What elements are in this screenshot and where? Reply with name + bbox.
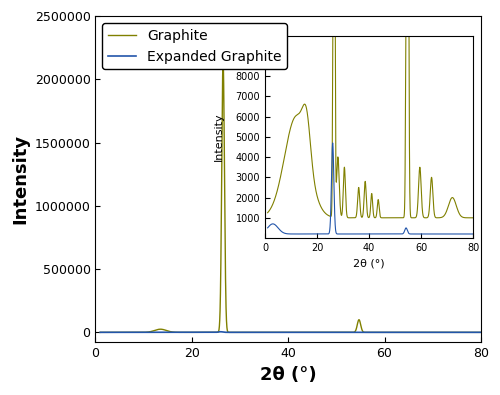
X-axis label: 2θ (°): 2θ (°): [260, 366, 316, 384]
Y-axis label: Intensity: Intensity: [11, 134, 29, 224]
Expanded Graphite: [380, 330, 386, 335]
Expanded Graphite: [235, 330, 241, 335]
Graphite: [380, 330, 386, 335]
Expanded Graphite: [97, 330, 103, 335]
Graphite: [235, 330, 241, 335]
Graphite: [421, 330, 427, 335]
Graphite: [400, 330, 406, 335]
Legend: Graphite, Expanded Graphite: Graphite, Expanded Graphite: [102, 23, 287, 69]
Graphite: [220, 58, 226, 63]
Expanded Graphite: [322, 330, 328, 335]
Expanded Graphite: [218, 329, 224, 334]
Expanded Graphite: [400, 330, 406, 335]
Graphite: [478, 330, 484, 335]
Expanded Graphite: [116, 330, 122, 335]
Graphite: [97, 330, 103, 335]
Graphite: [322, 330, 328, 335]
Graphite: [339, 330, 345, 335]
Line: Graphite: Graphite: [100, 60, 481, 332]
Expanded Graphite: [478, 330, 484, 335]
Graphite: [116, 330, 122, 335]
Expanded Graphite: [339, 330, 345, 335]
